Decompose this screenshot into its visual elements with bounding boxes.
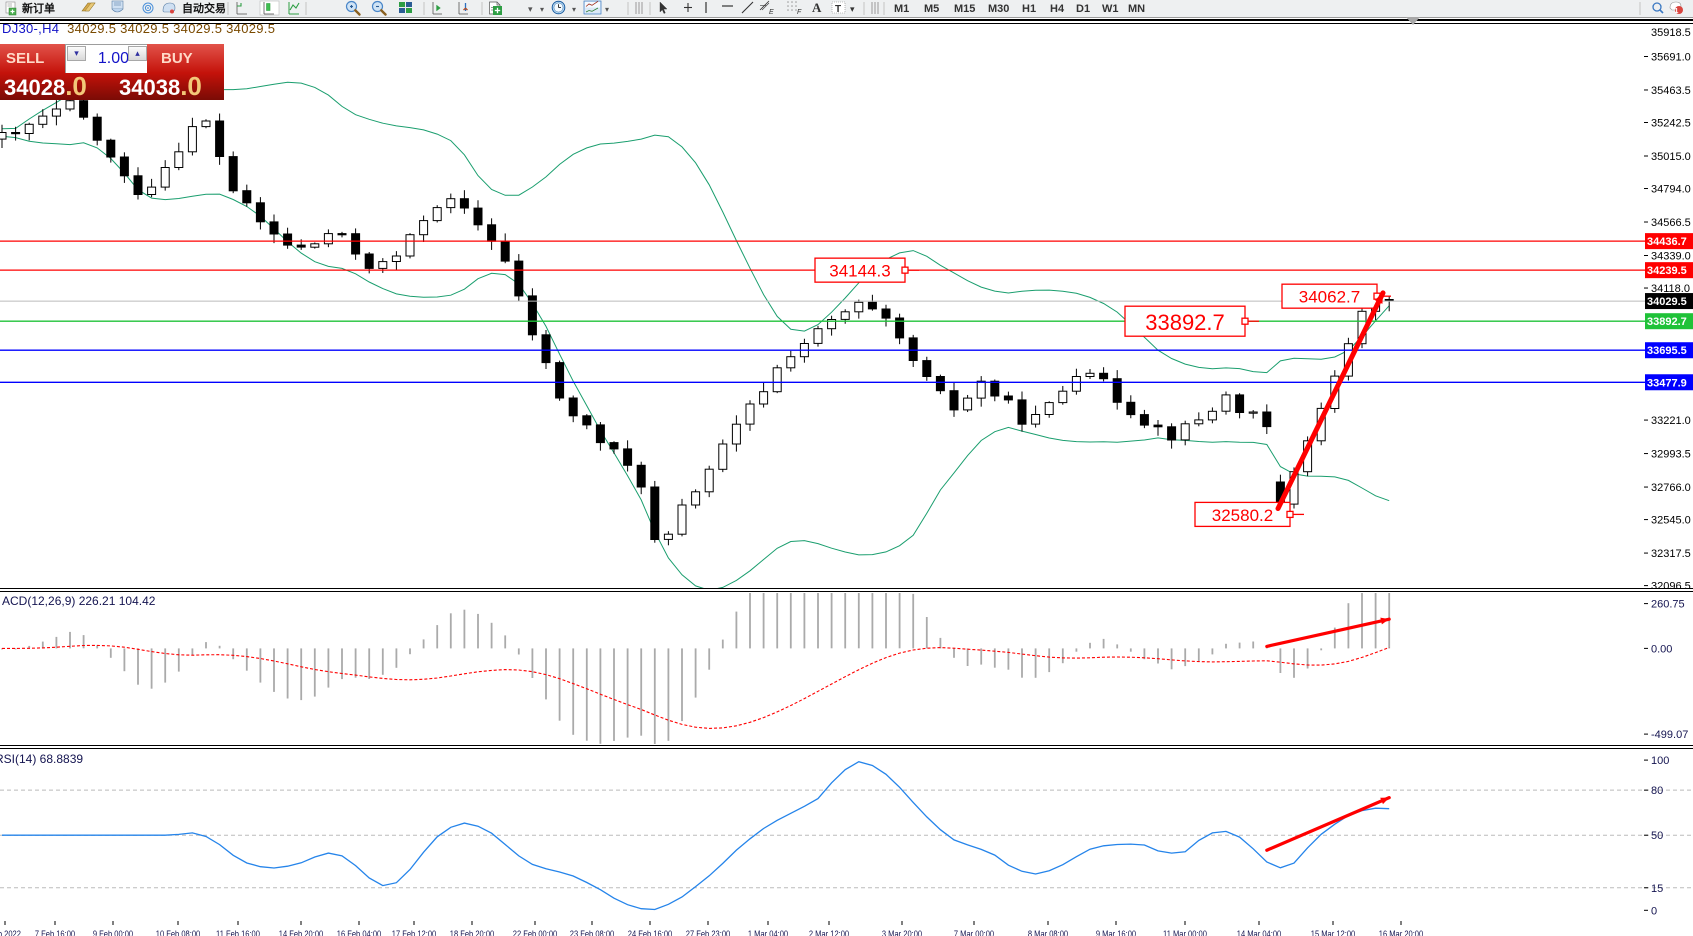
svg-text:32993.5: 32993.5 xyxy=(1651,449,1691,461)
svg-text:34794.0: 34794.0 xyxy=(1651,184,1691,196)
svg-text:34436.7: 34436.7 xyxy=(1647,236,1687,248)
svg-text:32096.5: 32096.5 xyxy=(1651,581,1691,588)
svg-text:18 Feb 20:00: 18 Feb 20:00 xyxy=(450,928,495,936)
svg-text:100: 100 xyxy=(1651,755,1669,767)
svg-text:M1: M1 xyxy=(894,3,909,15)
svg-text:34339.0: 34339.0 xyxy=(1651,251,1691,263)
svg-text:32766.0: 32766.0 xyxy=(1651,482,1691,494)
svg-text:0.00: 0.00 xyxy=(1651,643,1672,655)
svg-text:33221.0: 33221.0 xyxy=(1651,415,1691,427)
svg-text:F: F xyxy=(797,9,802,16)
svg-text:34062.7: 34062.7 xyxy=(1299,288,1360,307)
svg-text:Feb 2022: Feb 2022 xyxy=(0,928,21,936)
svg-text:35918.5: 35918.5 xyxy=(1651,27,1691,39)
svg-text:24 Feb 16:00: 24 Feb 16:00 xyxy=(628,928,673,936)
svg-text:1: 1 xyxy=(1675,8,1679,15)
svg-text:11 Feb 16:00: 11 Feb 16:00 xyxy=(216,928,260,936)
svg-text:15: 15 xyxy=(1651,883,1663,895)
svg-text:50: 50 xyxy=(1651,830,1663,842)
svg-text:0: 0 xyxy=(1651,905,1657,917)
svg-text:14 Mar 04:00: 14 Mar 04:00 xyxy=(1237,928,1282,936)
svg-text:▾: ▾ xyxy=(528,4,533,14)
svg-text:H4: H4 xyxy=(1050,3,1065,15)
svg-text:M5: M5 xyxy=(924,3,939,15)
svg-text:T: T xyxy=(835,4,841,15)
svg-text:7 Feb 16:00: 7 Feb 16:00 xyxy=(35,928,76,936)
svg-text:35463.5: 35463.5 xyxy=(1651,85,1691,97)
svg-text:MN: MN xyxy=(1128,3,1145,15)
svg-text:▾: ▾ xyxy=(850,4,855,14)
svg-text:35015.0: 35015.0 xyxy=(1651,151,1691,163)
svg-text:33892.7: 33892.7 xyxy=(1145,310,1225,335)
svg-text:32580.2: 32580.2 xyxy=(1212,506,1273,525)
svg-text:260.75: 260.75 xyxy=(1651,599,1685,611)
svg-text:23 Feb 08:00: 23 Feb 08:00 xyxy=(570,928,615,936)
svg-text:W1: W1 xyxy=(1102,3,1119,15)
svg-text:1 Mar 04:00: 1 Mar 04:00 xyxy=(748,928,789,936)
svg-text:D1: D1 xyxy=(1076,3,1090,15)
svg-text:34144.3: 34144.3 xyxy=(829,262,890,281)
svg-text:新订单: 新订单 xyxy=(22,1,55,15)
svg-text:A: A xyxy=(812,0,822,15)
svg-text:33695.5: 33695.5 xyxy=(1647,345,1687,357)
svg-text:32317.5: 32317.5 xyxy=(1651,548,1691,560)
svg-text:16 Mar 20:00: 16 Mar 20:00 xyxy=(1379,928,1424,936)
svg-text:▾: ▾ xyxy=(540,5,544,14)
svg-text:34566.5: 34566.5 xyxy=(1651,217,1691,229)
svg-text:33892.7: 33892.7 xyxy=(1647,316,1687,328)
svg-text:-499.07: -499.07 xyxy=(1651,729,1688,741)
svg-text:M30: M30 xyxy=(988,3,1009,15)
svg-text:80: 80 xyxy=(1651,785,1663,797)
svg-text:M15: M15 xyxy=(954,3,975,15)
svg-text:9 Mar 16:00: 9 Mar 16:00 xyxy=(1096,928,1137,936)
svg-text:33477.9: 33477.9 xyxy=(1647,377,1687,389)
svg-text:16 Feb 04:00: 16 Feb 04:00 xyxy=(337,928,382,936)
svg-text:15 Mar 12:00: 15 Mar 12:00 xyxy=(1311,928,1356,936)
svg-text:34029.5: 34029.5 xyxy=(1647,296,1687,308)
svg-text:22 Feb 00:00: 22 Feb 00:00 xyxy=(513,928,558,936)
svg-text:RSI(14) 68.8839: RSI(14) 68.8839 xyxy=(0,752,83,766)
svg-text:14 Feb 20:00: 14 Feb 20:00 xyxy=(279,928,324,936)
svg-text:35691.0: 35691.0 xyxy=(1651,51,1691,63)
svg-text:E: E xyxy=(769,9,774,16)
svg-text:2 Mar 12:00: 2 Mar 12:00 xyxy=(809,928,850,936)
svg-text:自动交易: 自动交易 xyxy=(182,1,226,15)
svg-text:9 Feb 00:00: 9 Feb 00:00 xyxy=(93,928,134,936)
svg-text:32545.0: 32545.0 xyxy=(1651,515,1691,527)
svg-text:7 Mar 00:00: 7 Mar 00:00 xyxy=(954,928,995,936)
svg-text:ACD(12,26,9) 226.21 104.42: ACD(12,26,9) 226.21 104.42 xyxy=(2,594,156,608)
svg-text:27 Feb 23:00: 27 Feb 23:00 xyxy=(686,928,731,936)
svg-text:▾: ▾ xyxy=(572,5,576,14)
svg-text:3 Mar 20:00: 3 Mar 20:00 xyxy=(882,928,923,936)
svg-text:34239.5: 34239.5 xyxy=(1647,265,1687,277)
svg-text:11 Mar 00:00: 11 Mar 00:00 xyxy=(1163,928,1207,936)
svg-text:10 Feb 08:00: 10 Feb 08:00 xyxy=(156,928,201,936)
svg-text:H1: H1 xyxy=(1022,3,1036,15)
svg-text:17 Feb 12:00: 17 Feb 12:00 xyxy=(392,928,437,936)
svg-text:35242.5: 35242.5 xyxy=(1651,118,1691,130)
svg-text:▾: ▾ xyxy=(605,5,609,14)
svg-text:8 Mar 08:00: 8 Mar 08:00 xyxy=(1028,928,1069,936)
